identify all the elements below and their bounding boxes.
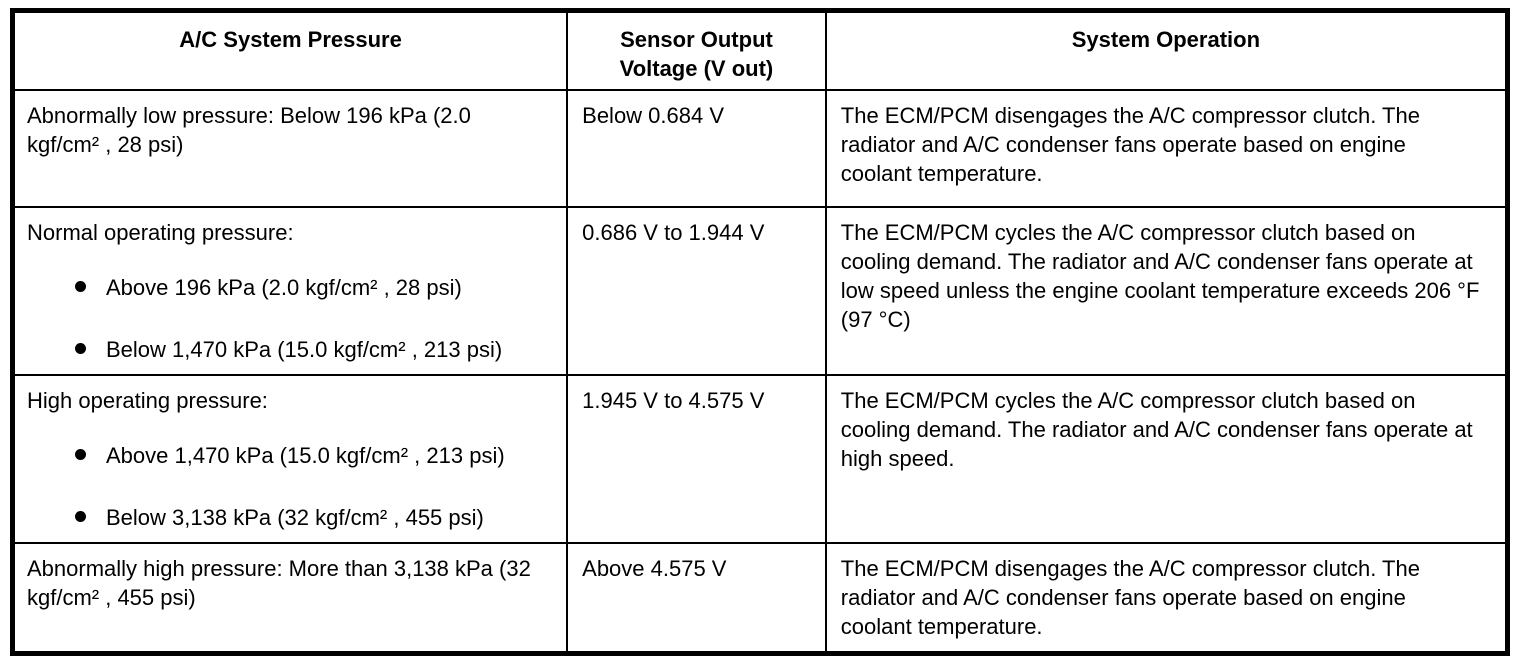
operation-cell: The ECM/PCM disengages the A/C compresso… [824,542,1509,655]
pressure-bullet: Below 3,138 kPa (32 kgf/cm² , 455 psi) [75,503,542,532]
bullet-icon [75,281,86,292]
pressure-bullet: Above 196 kPa (2.0 kgf/cm² , 28 psi) [75,273,542,302]
bullet-icon [75,511,86,522]
column-header-voltage: Sensor Output Voltage (V out) [566,9,827,91]
pressure-bullet-text: Above 1,470 kPa (15.0 kgf/cm² , 213 psi) [106,443,505,468]
voltage-text: Above 4.575 V [582,556,727,581]
header-row: A/C System Pressure Sensor Output Voltag… [11,9,1509,91]
voltage-cell: Below 0.684 V [566,89,827,208]
voltage-text: 0.686 V to 1.944 V [582,220,765,245]
bullet-icon [75,343,86,354]
operation-text: The ECM/PCM cycles the A/C compressor cl… [840,388,1473,471]
pressure-bullet-text: Below 1,470 kPa (15.0 kgf/cm² , 213 psi) [106,337,503,362]
voltage-text: 1.945 V to 4.575 V [582,388,765,413]
pressure-text: Normal operating pressure: [27,220,294,245]
operation-cell: The ECM/PCM disengages the A/C compresso… [824,89,1509,208]
table-row-abnormally-low: Abnormally low pressure: Below 196 kPa (… [11,89,1509,208]
pressure-cell: Abnormally low pressure: Below 196 kPa (… [11,89,569,208]
pressure-text: High operating pressure: [27,388,268,413]
pressure-cell: Abnormally high pressure: More than 3,13… [11,542,569,655]
pressure-bullet-text: Below 3,138 kPa (32 kgf/cm² , 455 psi) [106,505,484,530]
pressure-bullet-list: Above 1,470 kPa (15.0 kgf/cm² , 213 psi)… [27,441,542,532]
pressure-text: Abnormally low pressure: Below 196 kPa (… [27,103,471,157]
operation-cell: The ECM/PCM cycles the A/C compressor cl… [824,206,1509,376]
voltage-text: Below 0.684 V [582,103,725,128]
pressure-cell: High operating pressure: Above 1,470 kPa… [11,374,569,544]
pressure-bullet-text: Above 196 kPa (2.0 kgf/cm² , 28 psi) [106,275,462,300]
bullet-icon [75,449,86,460]
column-header-pressure: A/C System Pressure [11,9,569,91]
voltage-cell: 0.686 V to 1.944 V [566,206,827,376]
operation-cell: The ECM/PCM cycles the A/C compressor cl… [824,374,1509,544]
pressure-bullet-list: Above 196 kPa (2.0 kgf/cm² , 28 psi) Bel… [27,273,542,364]
table-row-normal-pressure: Normal operating pressure: Above 196 kPa… [11,206,1509,376]
table-row-high-pressure: High operating pressure: Above 1,470 kPa… [11,374,1509,544]
operation-text: The ECM/PCM disengages the A/C compresso… [840,103,1420,186]
pressure-bullet: Below 1,470 kPa (15.0 kgf/cm² , 213 psi) [75,335,542,364]
ac-pressure-spec-table: A/C System Pressure Sensor Output Voltag… [10,8,1510,656]
voltage-cell: Above 4.575 V [566,542,827,655]
pressure-text: Abnormally high pressure: More than 3,13… [27,556,531,610]
pressure-cell: Normal operating pressure: Above 196 kPa… [11,206,569,376]
voltage-cell: 1.945 V to 4.575 V [566,374,827,544]
operation-text: The ECM/PCM cycles the A/C compressor cl… [840,220,1480,332]
table-row-abnormally-high: Abnormally high pressure: More than 3,13… [11,542,1509,655]
pressure-bullet: Above 1,470 kPa (15.0 kgf/cm² , 213 psi) [75,441,542,470]
column-header-operation: System Operation [824,9,1509,91]
operation-text: The ECM/PCM disengages the A/C compresso… [840,556,1420,639]
